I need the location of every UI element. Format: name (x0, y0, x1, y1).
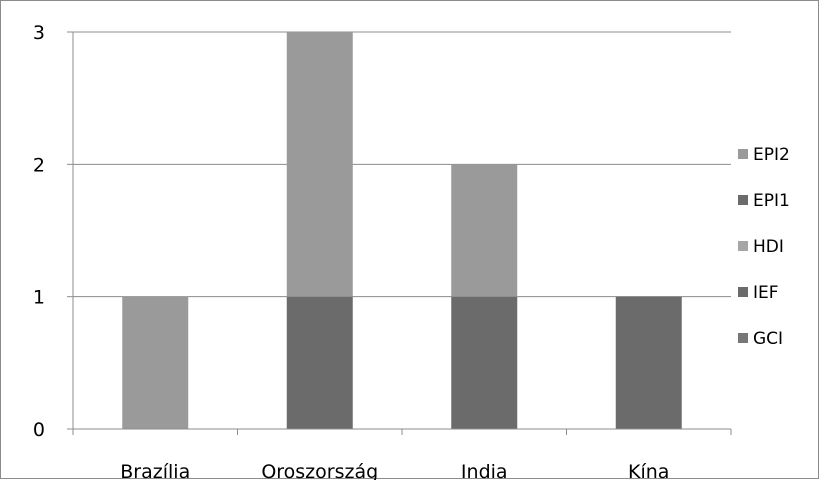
bar-epi2-2 (451, 164, 518, 297)
legend-label-ief: IEF (753, 283, 779, 303)
axis-labels: 0 1 2 3 Brazília Oroszország India Kína (33, 22, 670, 480)
legend-swatch-hdi (738, 241, 748, 251)
axes (67, 31, 732, 435)
bar-ief-3 (615, 296, 682, 429)
bars (122, 32, 682, 429)
x-category-label: Oroszország (261, 461, 378, 480)
bar-ief-1 (286, 296, 353, 429)
y-tick-label: 3 (33, 22, 45, 44)
legend-label-epi1: EPI1 (753, 191, 790, 211)
x-category-label: India (461, 461, 508, 480)
bar-epi2-1 (286, 32, 353, 297)
gridlines (73, 31, 731, 298)
bar-epi2-0 (122, 296, 189, 429)
x-category-label: Brazília (120, 461, 190, 480)
y-tick-label: 1 (33, 287, 45, 309)
legend-label-gci: GCI (753, 329, 783, 349)
legend-swatch-ief (738, 287, 748, 297)
y-tick-label: 2 (33, 154, 45, 176)
bar-ief-2 (451, 296, 518, 429)
legend: EPI2 EPI1 HDI IEF GCI (738, 145, 790, 349)
legend-label-epi2: EPI2 (753, 145, 790, 165)
legend-label-hdi: HDI (753, 237, 784, 257)
y-tick-label: 0 (33, 419, 45, 441)
legend-swatch-epi2 (738, 149, 748, 159)
legend-swatch-epi1 (738, 195, 748, 205)
x-category-label: Kína (628, 461, 669, 480)
legend-swatch-gci (738, 333, 748, 343)
